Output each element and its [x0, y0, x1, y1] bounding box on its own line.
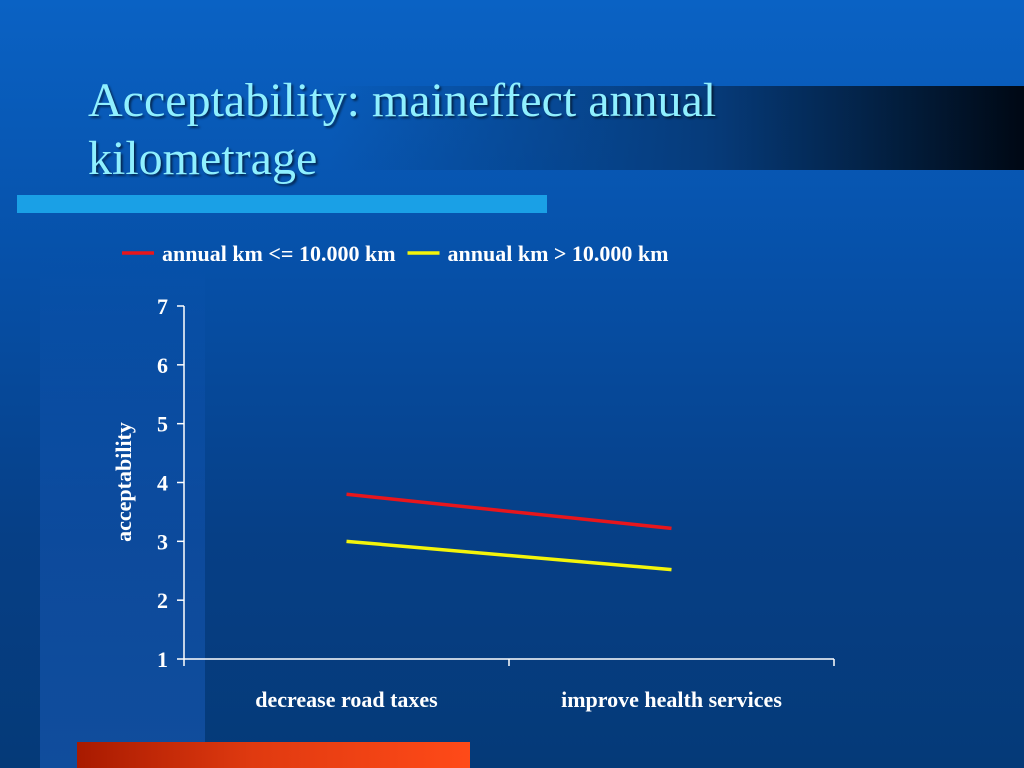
x-tick-label: improve health services: [561, 687, 782, 712]
title-underline: [17, 195, 547, 213]
legend-label-2: annual km > 10.000 km: [448, 241, 669, 266]
x-tick-label: decrease road taxes: [255, 687, 438, 712]
legend: annual km <= 10.000 km annual km > 10.000…: [122, 241, 669, 266]
y-tick-label: 7: [157, 294, 168, 319]
left-decor-band: [40, 250, 205, 768]
y-tick-label: 2: [157, 588, 168, 613]
chart-axes: 1 2 3 4 5 6 7 decrease road taxes improve health…: [157, 294, 835, 712]
y-tick-label: 3: [157, 529, 168, 554]
series-line-2: [346, 539, 672, 572]
series-line-1: [346, 492, 672, 531]
bottom-decor-bar: [77, 742, 470, 768]
y-axis-label: acceptability: [111, 422, 136, 542]
legend-label-1: annual km <= 10.000 km: [162, 241, 396, 266]
y-tick-label: 1: [157, 647, 168, 672]
title-decor-band: [330, 86, 1024, 170]
y-tick-label: 5: [157, 412, 168, 437]
y-tick-label: 6: [157, 353, 168, 378]
page-title: Acceptability: maineffect annual kilomet…: [88, 74, 717, 185]
chart-series: [346, 492, 672, 572]
y-tick-label: 4: [157, 471, 168, 496]
